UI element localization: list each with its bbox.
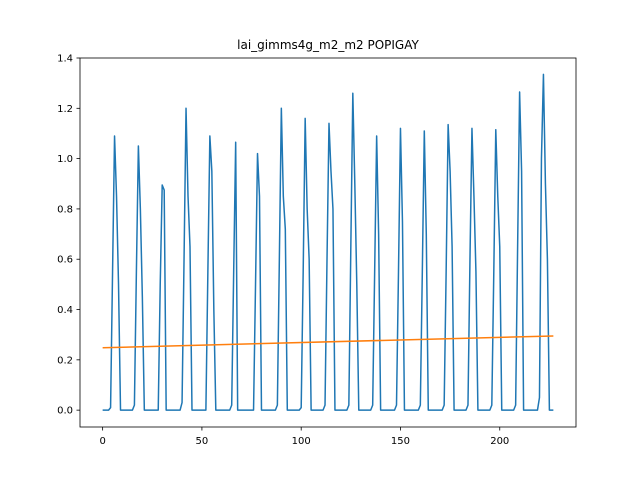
y-tick-label: 1.0	[57, 154, 73, 165]
x-tick-label: 0	[99, 436, 105, 447]
y-axis: 0.0 0.2 0.4 0.6 0.8 1.0 1.2 1.4	[57, 54, 80, 417]
plot-frame	[79, 57, 577, 428]
x-tick-label: 200	[490, 436, 509, 447]
x-tick-label: 50	[196, 436, 209, 447]
series-line-2	[102, 335, 554, 349]
x-tick-label: 150	[391, 436, 410, 447]
chart-title: lai_gimms4g_m2_m2 POPIGAY	[237, 38, 419, 52]
x-tick-label: 100	[292, 436, 311, 447]
y-tick-label: 0.6	[57, 255, 73, 266]
y-tick-label: 1.2	[57, 104, 73, 115]
y-tick-label: 0.2	[57, 355, 73, 366]
x-axis: 0 50 100 150 200	[99, 427, 509, 447]
series-layer	[102, 73, 554, 411]
series-line-1	[102, 73, 554, 411]
y-tick-label: 0.0	[57, 406, 73, 417]
y-tick-label: 1.4	[57, 54, 73, 65]
y-tick-label: 0.8	[57, 204, 73, 215]
y-tick-label: 0.4	[57, 305, 73, 316]
